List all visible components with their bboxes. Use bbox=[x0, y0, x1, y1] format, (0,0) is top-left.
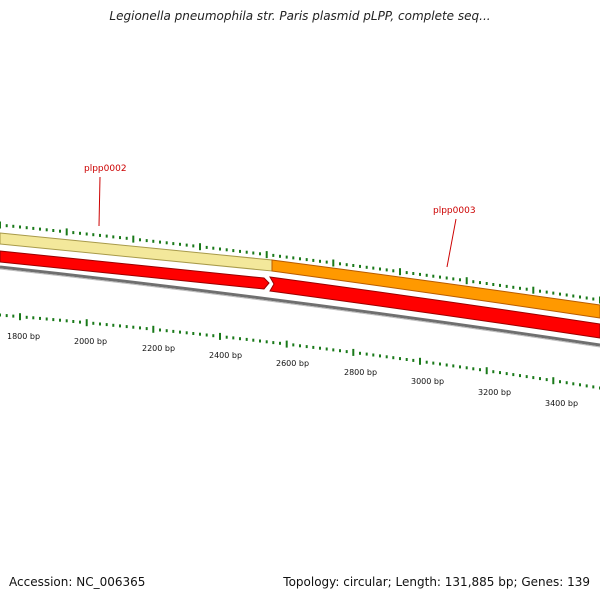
topology-summary: Topology: circular; Length: 131,885 bp; … bbox=[283, 575, 590, 589]
label-leader-plpp0002 bbox=[98, 176, 101, 227]
outer-tick-track bbox=[0, 221, 600, 304]
gene-label-plpp0002[interactable]: plpp0002 bbox=[84, 164, 127, 174]
reverse-feature-1[interactable] bbox=[0, 250, 270, 290]
scale-label-2000: 2000 bp bbox=[74, 337, 107, 346]
gene-plpp0003[interactable] bbox=[271, 259, 600, 319]
scale-label-2400: 2400 bp bbox=[209, 351, 242, 360]
plasmid-backbone bbox=[0, 265, 600, 347]
scale-label-2200: 2200 bp bbox=[142, 344, 175, 353]
scale-label-3400: 3400 bp bbox=[545, 399, 578, 408]
accession-text: Accession: NC_006365 bbox=[9, 575, 146, 589]
map-title: Legionella pneumophila str. Paris plasmi… bbox=[109, 9, 491, 23]
gene-label-plpp0003[interactable]: plpp0003 bbox=[433, 206, 476, 216]
scale-label-1800: 1800 bp bbox=[7, 332, 40, 341]
label-leader-plpp0003 bbox=[446, 218, 457, 268]
scale-label-2800: 2800 bp bbox=[344, 368, 377, 377]
scale-label-3000: 3000 bp bbox=[411, 377, 444, 386]
inner-tick-track bbox=[0, 313, 600, 390]
scale-label-2600: 2600 bp bbox=[276, 359, 309, 368]
scale-label-3200: 3200 bp bbox=[478, 388, 511, 397]
